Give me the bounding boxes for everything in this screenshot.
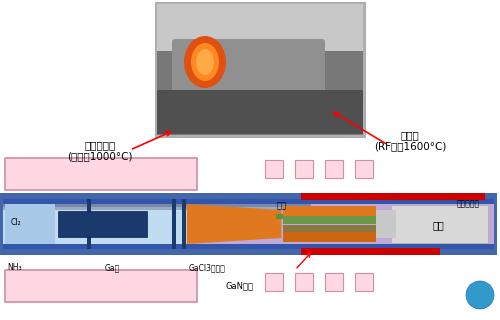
Text: GaN晶体: GaN晶体 [225, 282, 253, 291]
Bar [5, 158, 197, 190]
Bar [295, 160, 313, 178]
Text: 被加热物体: 被加热物体 [457, 199, 480, 209]
Text: 基座: 基座 [433, 220, 444, 230]
Circle shape [466, 281, 494, 309]
Ellipse shape [184, 36, 226, 88]
Bar [284, 216, 376, 224]
Bar [58, 211, 147, 237]
Bar [284, 232, 376, 242]
Bar [295, 273, 313, 291]
Bar [355, 273, 373, 291]
Bar [155, 2, 365, 137]
Bar [276, 214, 284, 219]
Bar [0, 193, 497, 255]
Bar [376, 210, 396, 238]
Bar [355, 160, 373, 178]
Bar [5, 270, 197, 302]
Bar [265, 160, 283, 178]
Text: GaCl3发生部: GaCl3发生部 [188, 263, 225, 272]
Bar [88, 199, 92, 249]
Bar [325, 160, 343, 178]
Bar [182, 199, 186, 249]
Polygon shape [187, 204, 282, 244]
Ellipse shape [191, 43, 219, 81]
Bar [157, 4, 363, 51]
Bar [284, 225, 376, 233]
Bar [157, 4, 363, 135]
Bar [3, 204, 311, 207]
Text: 原料发生部
(电炉～1000°C): 原料发生部 (电炉～1000°C) [67, 140, 133, 162]
Bar [5, 204, 54, 244]
Bar [301, 193, 485, 200]
FancyBboxPatch shape [172, 39, 325, 99]
Bar [390, 205, 488, 243]
Bar [301, 248, 440, 255]
Bar [191, 199, 494, 249]
Text: Ga板: Ga板 [104, 263, 120, 272]
Bar [157, 90, 363, 134]
Bar [325, 273, 343, 291]
Bar [3, 199, 494, 204]
Bar [3, 207, 311, 210]
Text: Cl₂: Cl₂ [11, 218, 22, 227]
Bar [172, 199, 176, 249]
Bar [284, 206, 376, 216]
Bar [265, 273, 283, 291]
Text: NH₃: NH₃ [7, 263, 22, 272]
Bar [3, 199, 311, 249]
Text: 喷嘴: 喷嘴 [276, 202, 286, 211]
Text: 生长部
(RF炉～1600°C): 生长部 (RF炉～1600°C) [374, 130, 446, 152]
Ellipse shape [196, 49, 214, 75]
Bar [3, 244, 494, 249]
